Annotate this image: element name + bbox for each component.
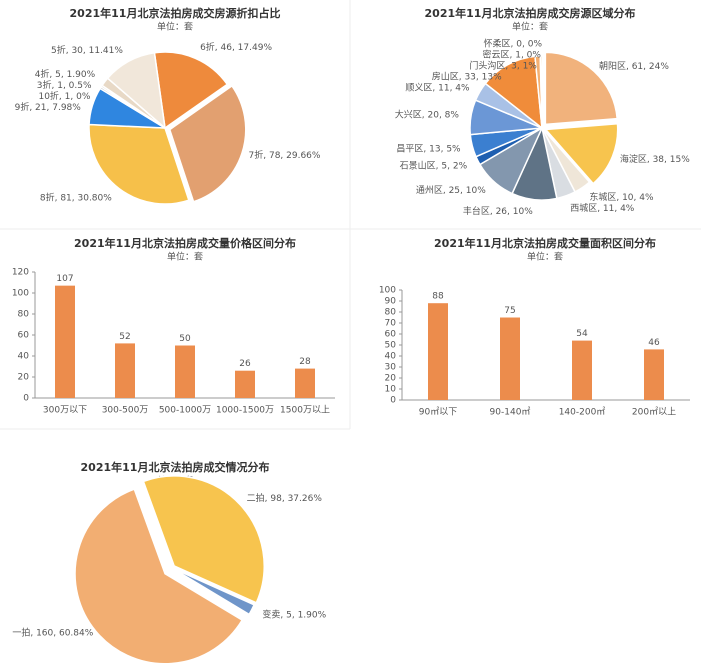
data-label: 50 xyxy=(179,334,191,344)
chart-subtitle: 单位：套 xyxy=(512,21,548,33)
data-label: 28 xyxy=(299,357,311,367)
slice-label: 7折, 78, 29.66% xyxy=(249,149,321,161)
chart-title: 2021年11月北京法拍房成交量面积区间分布 xyxy=(434,236,656,250)
x-tick-label: 1000-1500万 xyxy=(216,406,274,416)
slice-label: 大兴区, 20, 8% xyxy=(395,109,460,121)
slice-label: 变卖, 5, 1.90% xyxy=(262,609,326,621)
y-tick-label: 0 xyxy=(390,396,396,406)
y-tick-label: 20 xyxy=(385,374,397,384)
pie-slice xyxy=(74,488,244,665)
data-label: 26 xyxy=(239,359,251,369)
chart-subtitle: 单位：套 xyxy=(167,251,203,263)
slice-label: 8折, 81, 30.80% xyxy=(40,192,112,204)
x-tick-label: 90-140㎡ xyxy=(490,407,531,418)
slice-label: 顺义区, 11, 4% xyxy=(405,83,470,94)
y-tick-label: 120 xyxy=(12,268,29,278)
slice-label: 密云区, 1, 0% xyxy=(483,49,542,61)
data-label: 54 xyxy=(576,329,588,339)
slice-label: 丰台区, 26, 10% xyxy=(463,205,533,217)
x-tick-label: 300-500万 xyxy=(102,406,149,416)
slice-label: 9折, 21, 7.98% xyxy=(15,101,82,113)
y-tick-label: 40 xyxy=(18,352,30,362)
x-tick-label: 1500万以上 xyxy=(280,405,330,416)
slice-label: 一拍, 160, 60.84% xyxy=(12,626,93,638)
bar xyxy=(644,349,664,400)
slice-label: 怀柔区, 0, 0% xyxy=(484,38,543,50)
y-tick-label: 30 xyxy=(385,363,397,373)
chart-subtitle: 单位：套 xyxy=(157,21,193,33)
slice-label: 10折, 1, 0% xyxy=(38,90,90,102)
slice-label: 海淀区, 38, 15% xyxy=(620,153,690,165)
y-tick-label: 60 xyxy=(18,331,30,341)
data-label: 107 xyxy=(56,274,73,284)
pie-slice xyxy=(142,475,265,604)
bar xyxy=(428,303,448,400)
pie-slice xyxy=(484,55,543,130)
y-tick-label: 40 xyxy=(385,352,397,362)
y-tick-label: 70 xyxy=(385,319,397,329)
y-tick-label: 100 xyxy=(12,289,29,299)
y-tick-label: 100 xyxy=(379,286,396,296)
pie-slice xyxy=(171,567,256,616)
bar xyxy=(500,317,520,400)
x-tick-label: 300万以下 xyxy=(43,406,87,416)
bar xyxy=(572,340,592,400)
slice-label: 4折, 5, 1.90% xyxy=(35,68,96,80)
y-tick-label: 90 xyxy=(385,297,397,307)
bar xyxy=(55,285,75,398)
x-tick-label: 90㎡以下 xyxy=(419,407,457,418)
bar xyxy=(235,370,255,398)
y-tick-label: 50 xyxy=(385,341,397,351)
slice-label: 西城区, 11, 4% xyxy=(570,203,635,214)
pie-slice xyxy=(544,51,618,126)
pie-slice xyxy=(168,84,247,203)
slice-label: 通州区, 25, 10% xyxy=(416,185,486,196)
data-label: 88 xyxy=(432,292,444,302)
pie-slice xyxy=(153,51,229,130)
y-tick-label: 0 xyxy=(23,394,29,404)
slice-label: 石景山区, 5, 2% xyxy=(400,161,468,172)
y-tick-label: 10 xyxy=(385,385,397,395)
y-tick-label: 80 xyxy=(18,310,30,320)
y-tick-label: 60 xyxy=(385,330,397,340)
chart-title: 2021年11月北京法拍房成交房源区域分布 xyxy=(425,6,636,20)
slice-label: 门头沟区, 3, 1% xyxy=(469,60,537,72)
pie-slice xyxy=(106,51,167,130)
chart-title: 2021年11月北京法拍房成交情况分布 xyxy=(81,460,270,474)
y-tick-label: 20 xyxy=(18,373,30,383)
bar xyxy=(175,345,195,398)
slice-label: 东城区, 10, 4% xyxy=(589,191,654,203)
bar xyxy=(295,368,315,398)
y-tick-label: 80 xyxy=(385,308,397,318)
slice-label: 房山区, 33, 13% xyxy=(432,71,502,83)
pie-slice xyxy=(544,122,619,185)
slice-label: 5折, 30, 11.41% xyxy=(51,44,123,56)
data-label: 52 xyxy=(119,332,130,342)
chart-title: 2021年11月北京法拍房成交量价格区间分布 xyxy=(74,236,296,250)
bar xyxy=(115,343,135,398)
pie-slice xyxy=(88,123,190,205)
data-label: 46 xyxy=(648,338,660,348)
chart-title: 2021年11月北京法拍房成交房源折扣占比 xyxy=(70,6,281,20)
slice-label: 昌平区, 13, 5% xyxy=(396,143,461,154)
slice-label: 6折, 46, 17.49% xyxy=(200,41,272,53)
x-tick-label: 140-200㎡ xyxy=(559,407,606,418)
x-tick-label: 500-1000万 xyxy=(159,406,211,416)
x-tick-label: 200㎡以上 xyxy=(632,407,676,418)
chart-subtitle: 单位：套 xyxy=(527,251,563,263)
data-label: 75 xyxy=(504,306,515,316)
slice-label: 朝阳区, 61, 24% xyxy=(599,61,669,72)
slice-label: 3折, 1, 0.5% xyxy=(37,79,92,91)
slice-label: 二拍, 98, 37.26% xyxy=(247,492,323,504)
